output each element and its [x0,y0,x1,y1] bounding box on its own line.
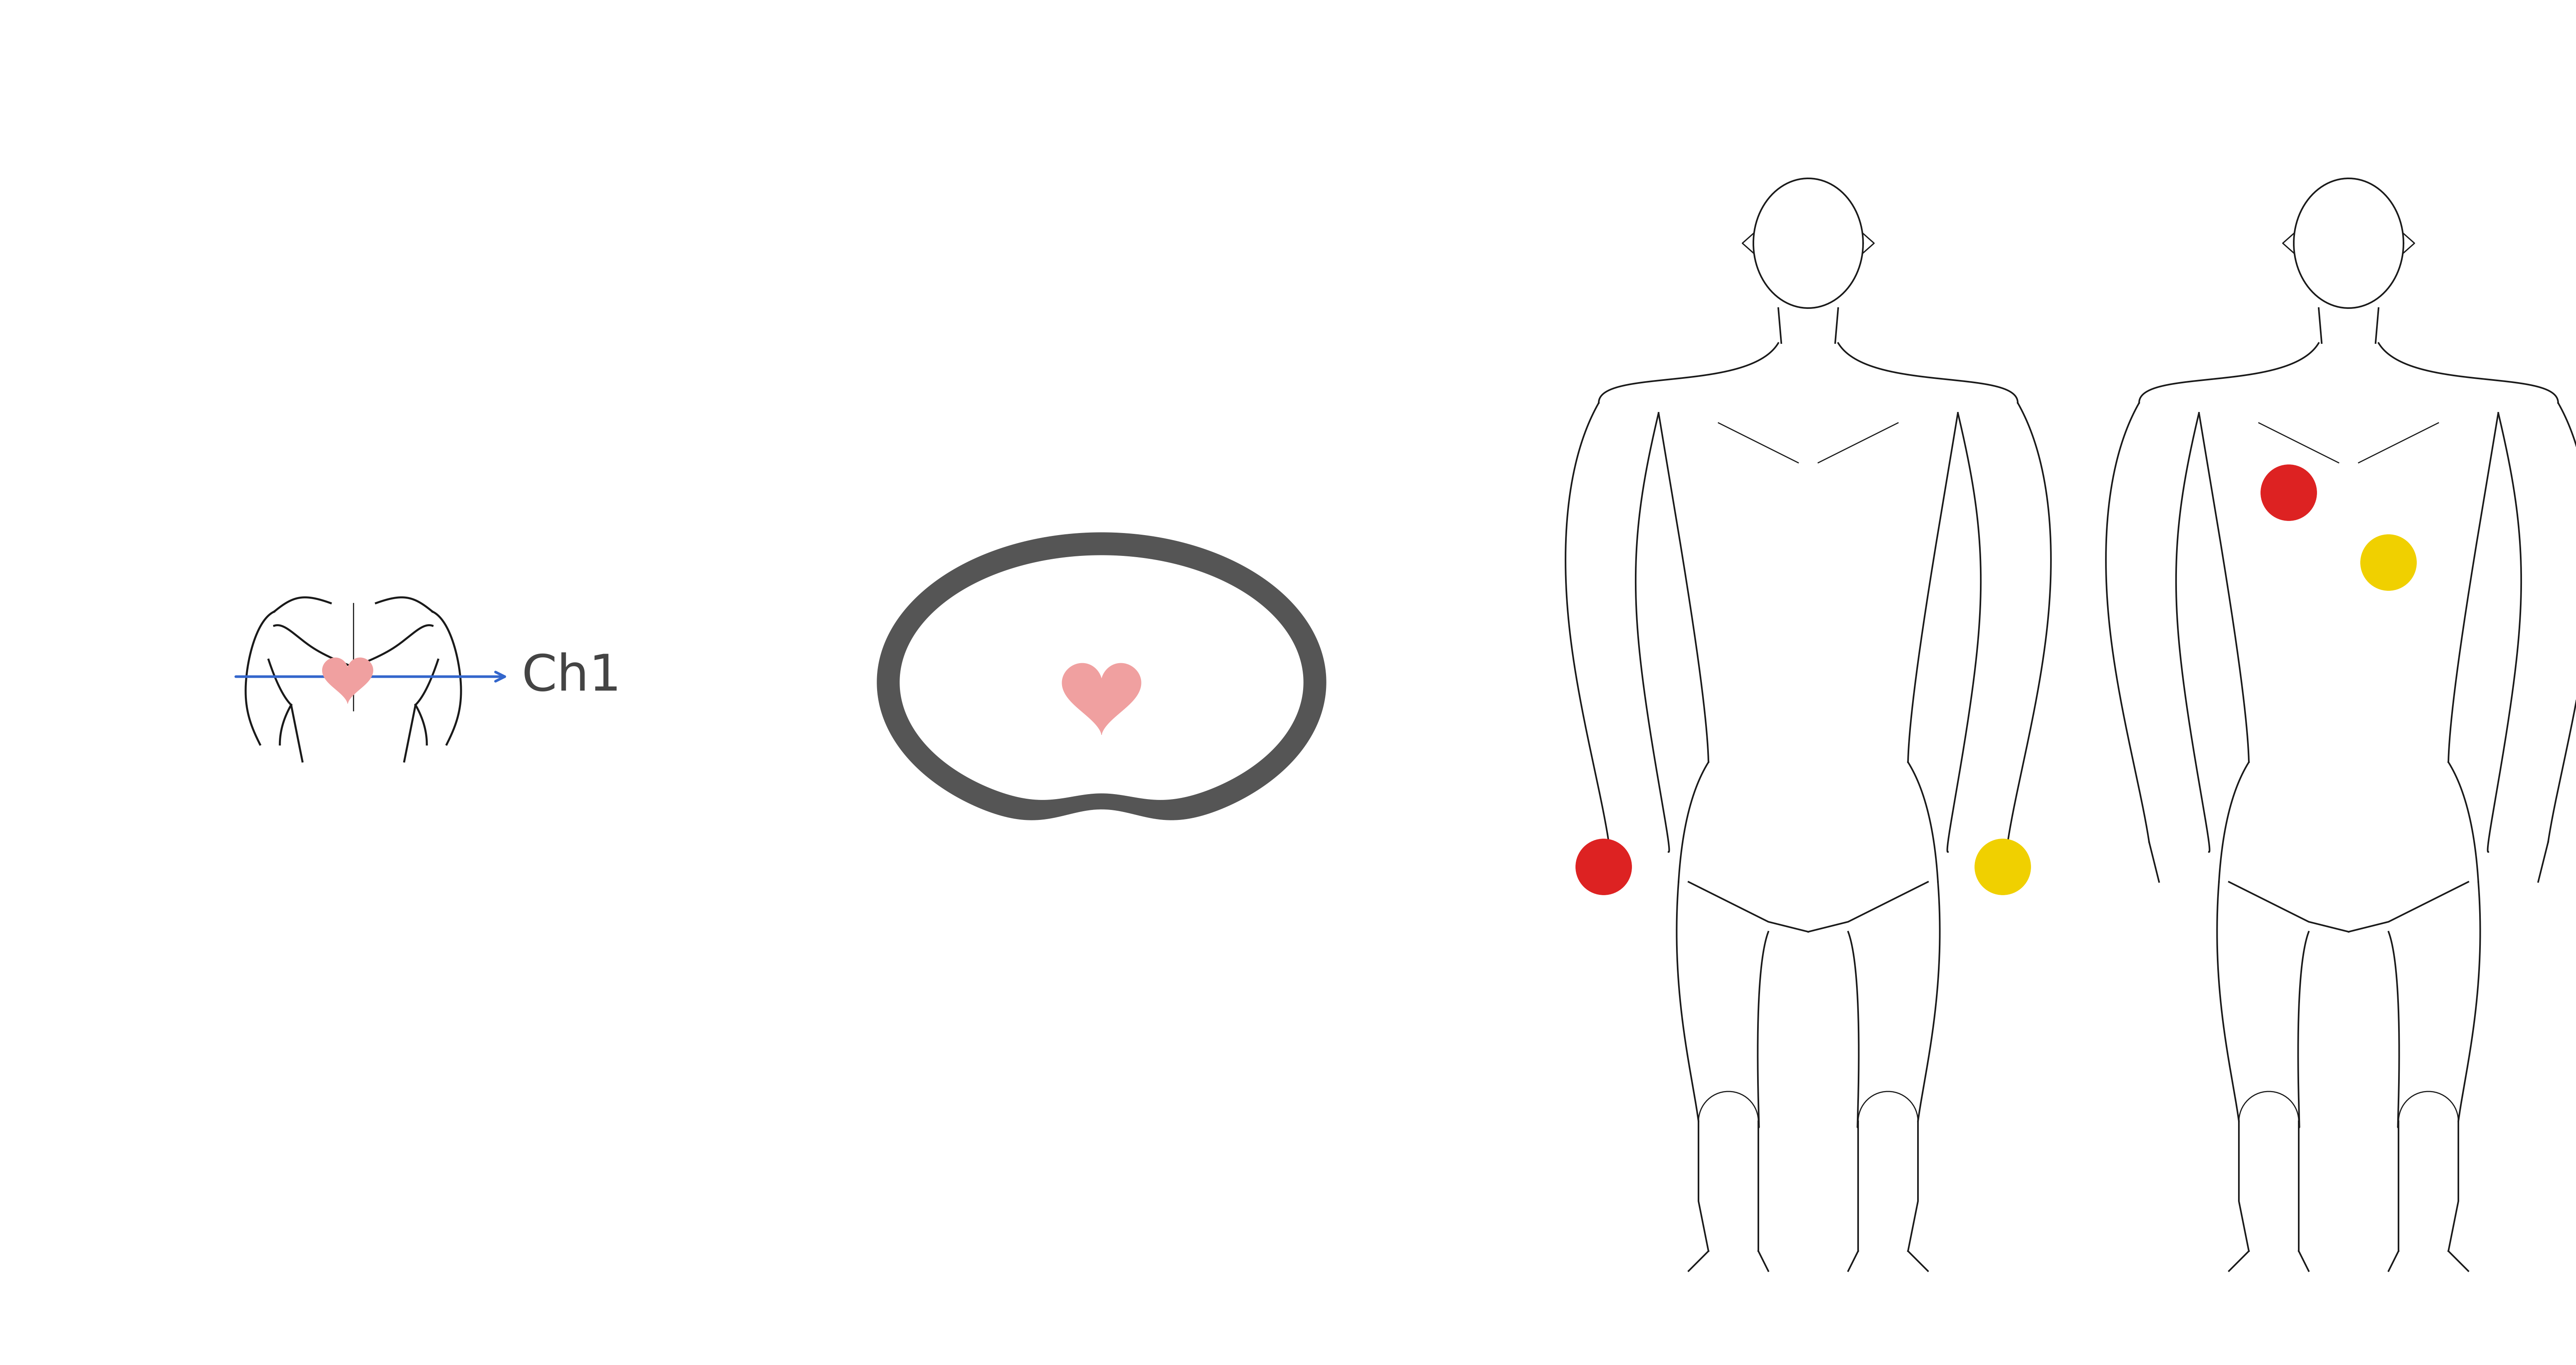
Polygon shape [1061,663,1141,734]
Circle shape [2262,464,2316,520]
Polygon shape [876,532,1327,820]
Circle shape [1976,839,2030,895]
Polygon shape [322,658,374,703]
Polygon shape [899,556,1303,800]
Circle shape [2360,535,2416,591]
Text: Ch1: Ch1 [520,652,621,702]
Circle shape [1577,839,1631,895]
